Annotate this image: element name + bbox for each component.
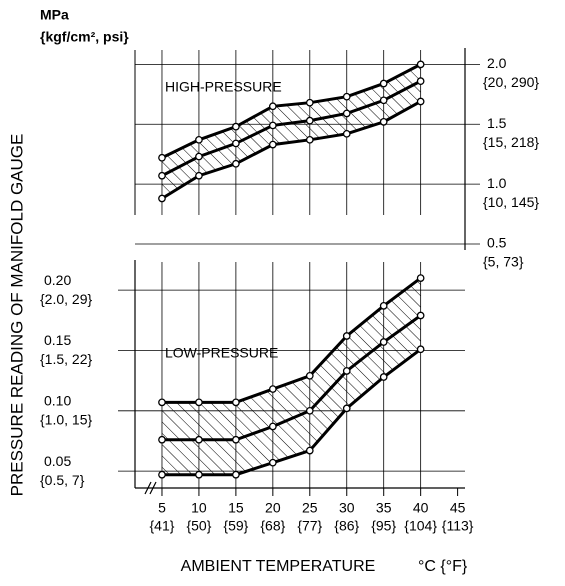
y-axis-title: PRESSURE READING OF MANIFOLD GAUGE	[7, 134, 26, 497]
x-tick-label-alt: {86}	[334, 518, 359, 534]
y-tick-label-alt: {1.0, 15}	[40, 411, 92, 427]
point	[195, 470, 203, 479]
panel-annotation: HIGH-PRESSURE	[165, 79, 282, 95]
x-tick-label: 45	[450, 500, 466, 516]
point	[268, 458, 277, 467]
y-tick-label: 2.0	[487, 55, 507, 71]
y-unit: MPa	[40, 7, 69, 23]
point	[305, 446, 314, 455]
point	[305, 406, 314, 415]
x-tick-label: 25	[302, 500, 318, 516]
y-tick-label: 0.05	[44, 453, 71, 469]
x-tick-label: 35	[376, 500, 392, 516]
x-tick-label-alt: {77}	[297, 518, 322, 534]
y-tick-label: 1.5	[487, 115, 507, 131]
point	[379, 373, 388, 381]
y-tick-label: 0.15	[44, 332, 71, 348]
x-tick-label: 40	[413, 500, 429, 516]
point	[158, 194, 166, 203]
y-tick-label: 0.5	[487, 235, 507, 251]
point	[232, 470, 240, 479]
point	[305, 116, 314, 125]
series-line	[161, 276, 422, 404]
point	[305, 371, 314, 380]
y-tick-label: 0.20	[44, 272, 71, 288]
range-hatch	[161, 278, 421, 475]
x-tick-label-alt: {95}	[371, 518, 396, 534]
point	[158, 435, 166, 444]
point	[416, 311, 425, 320]
y-tick-label: 1.0	[487, 175, 507, 191]
point	[232, 122, 240, 131]
point	[305, 98, 314, 107]
y-tick-label-alt: {20, 290}	[483, 74, 539, 90]
point	[342, 367, 351, 375]
x-tick-label-alt: {50}	[186, 518, 211, 534]
point	[268, 140, 277, 149]
x-tick-label-alt: {59}	[223, 518, 248, 534]
y-tick-label: 0.10	[44, 392, 71, 408]
point	[342, 129, 351, 138]
x-tick-label: 5	[158, 500, 166, 516]
x-tick-label: 30	[339, 500, 355, 516]
point	[158, 171, 166, 180]
point	[195, 152, 203, 161]
y-tick-label-alt: {15, 218}	[483, 134, 539, 150]
point	[416, 345, 425, 354]
range-hatch	[161, 64, 421, 199]
x-axis-title: AMBIENT TEMPERATURE	[181, 558, 376, 575]
point	[342, 109, 351, 118]
series-line	[161, 100, 422, 200]
point	[268, 121, 277, 130]
y-tick-label-alt: {1.5, 22}	[40, 351, 92, 367]
point	[379, 96, 388, 105]
point	[195, 135, 203, 144]
point	[195, 398, 203, 407]
x-unit: °C {°F}	[418, 558, 468, 575]
point	[158, 398, 166, 407]
point	[158, 153, 166, 162]
point	[416, 97, 425, 106]
point	[232, 159, 240, 168]
y-unit-alt: {kgf/cm², psi}	[40, 29, 129, 45]
x-tick-label: 15	[228, 500, 244, 516]
series-line	[161, 348, 422, 477]
point	[305, 135, 314, 144]
x-tick-label: 10	[191, 500, 207, 516]
point	[416, 274, 425, 282]
point	[416, 77, 425, 85]
point	[232, 435, 240, 444]
x-tick-label-alt: {41}	[150, 518, 175, 534]
y-tick-label-alt: {2.0, 29}	[40, 291, 92, 307]
point	[379, 118, 388, 126]
point	[268, 385, 277, 393]
x-tick-label: 20	[265, 500, 281, 516]
y-tick-label-alt: {0.5, 7}	[40, 472, 85, 488]
panel-annotation: LOW-PRESSURE	[165, 345, 278, 361]
point	[195, 435, 203, 444]
point	[268, 102, 277, 111]
x-tick-label-alt: {113}	[442, 518, 474, 534]
point	[342, 332, 351, 340]
x-tick-label-alt: {68}	[260, 518, 285, 534]
series-line	[161, 314, 422, 442]
point	[342, 92, 351, 101]
series-line	[161, 63, 422, 160]
point	[268, 422, 277, 431]
y-tick-label-alt: {5, 73}	[483, 254, 524, 270]
point	[379, 301, 388, 310]
point	[342, 404, 351, 413]
point	[158, 470, 166, 479]
point	[416, 60, 425, 69]
point	[195, 171, 203, 180]
y-tick-label-alt: {10, 145}	[483, 194, 539, 210]
point	[232, 139, 240, 148]
point	[379, 338, 388, 346]
x-tick-label-alt: {104}	[404, 518, 437, 534]
point	[232, 398, 240, 407]
point	[379, 79, 388, 88]
series-line	[161, 79, 422, 178]
